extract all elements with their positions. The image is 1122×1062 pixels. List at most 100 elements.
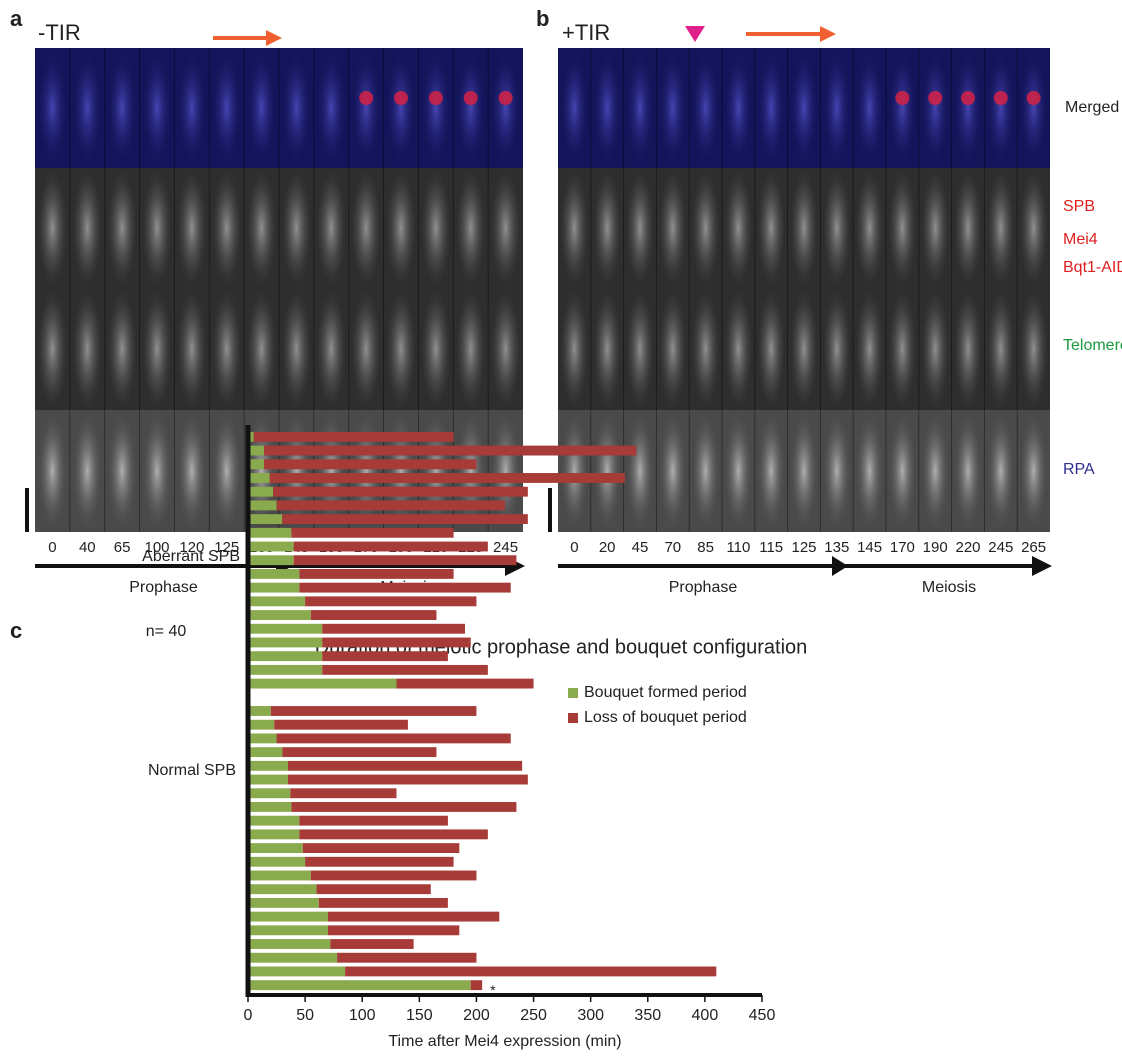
time-label: 100 <box>144 539 169 556</box>
bar <box>248 664 323 675</box>
legend-swatch <box>568 713 578 723</box>
bar <box>248 459 264 470</box>
cell <box>888 290 917 408</box>
cell <box>593 50 621 166</box>
bar <box>322 623 466 634</box>
channel-label: RPA <box>1063 461 1095 478</box>
x-tick-label: 300 <box>577 1007 604 1024</box>
cell <box>790 290 818 408</box>
time-label: 45 <box>632 539 649 556</box>
cell <box>659 412 687 530</box>
signal <box>359 91 374 105</box>
bar <box>248 829 300 840</box>
cell <box>1019 290 1048 408</box>
bar <box>291 802 517 812</box>
cell <box>386 412 416 530</box>
arrows <box>213 26 836 46</box>
cell <box>790 412 818 530</box>
time-label: 145 <box>857 539 882 556</box>
time-label: 65 <box>114 539 131 556</box>
cell <box>72 412 102 530</box>
bar <box>276 733 511 744</box>
bar <box>248 980 471 991</box>
cell <box>316 170 346 286</box>
bar <box>310 610 437 620</box>
signal <box>1026 91 1041 105</box>
cell <box>351 290 381 408</box>
bar <box>248 555 294 566</box>
cell <box>246 50 277 166</box>
cell <box>421 170 451 286</box>
signal <box>428 91 443 105</box>
cell <box>490 290 521 408</box>
bar <box>248 747 283 758</box>
signal <box>961 91 975 105</box>
group-label: n= 40 <box>146 623 187 640</box>
time-label: 245 <box>493 539 518 556</box>
phase-label: Meiosis <box>922 579 976 596</box>
bar <box>274 719 408 730</box>
scale-bar <box>25 488 29 532</box>
channel-label: SPB <box>1063 198 1095 215</box>
cell <box>954 290 982 408</box>
cell <box>72 170 102 286</box>
signal <box>895 91 910 105</box>
cell <box>177 50 207 166</box>
bar <box>305 596 477 607</box>
cell <box>72 50 102 166</box>
signal <box>928 91 943 105</box>
arrow-head <box>820 26 836 42</box>
bar <box>248 514 283 525</box>
time-label: 115 <box>759 539 783 556</box>
cell <box>823 50 851 166</box>
time-label: 135 <box>824 539 849 556</box>
cell <box>386 50 416 166</box>
bar <box>248 568 300 579</box>
cell <box>593 170 621 286</box>
bar <box>248 431 254 442</box>
bar <box>248 706 271 716</box>
cell <box>212 412 242 530</box>
signal <box>993 91 1008 105</box>
x-tick-label: 150 <box>406 1007 433 1024</box>
bar <box>322 664 488 675</box>
bar <box>248 939 331 949</box>
cell <box>921 50 949 166</box>
bar <box>299 829 488 840</box>
phase-label: Prophase <box>129 579 198 596</box>
cell <box>351 50 381 166</box>
cell <box>921 290 949 408</box>
bar <box>293 555 517 566</box>
cell <box>37 170 68 286</box>
bar <box>248 610 311 620</box>
bar <box>273 486 528 497</box>
cell <box>386 170 416 286</box>
bar <box>302 843 460 854</box>
cell <box>855 170 884 286</box>
cell <box>724 290 753 408</box>
cell <box>177 412 207 530</box>
bar <box>248 897 319 908</box>
bar <box>248 623 323 634</box>
bar <box>248 802 292 812</box>
bar <box>327 911 500 922</box>
bar <box>263 459 477 470</box>
cell <box>316 290 346 408</box>
group-label: Aberrant SPB <box>142 548 240 565</box>
cell <box>456 290 486 408</box>
bar <box>282 747 437 758</box>
cell <box>888 50 917 166</box>
condition: +TIR <box>562 20 610 45</box>
cell <box>246 170 277 286</box>
cell <box>954 170 982 286</box>
bar <box>248 651 323 662</box>
cell <box>212 170 242 286</box>
cell <box>386 290 416 408</box>
bar <box>248 637 323 648</box>
time-label: 220 <box>955 539 980 556</box>
bar <box>316 884 431 895</box>
bar <box>248 870 311 881</box>
cell <box>351 170 381 286</box>
bar <box>248 486 274 497</box>
cell <box>456 50 486 166</box>
